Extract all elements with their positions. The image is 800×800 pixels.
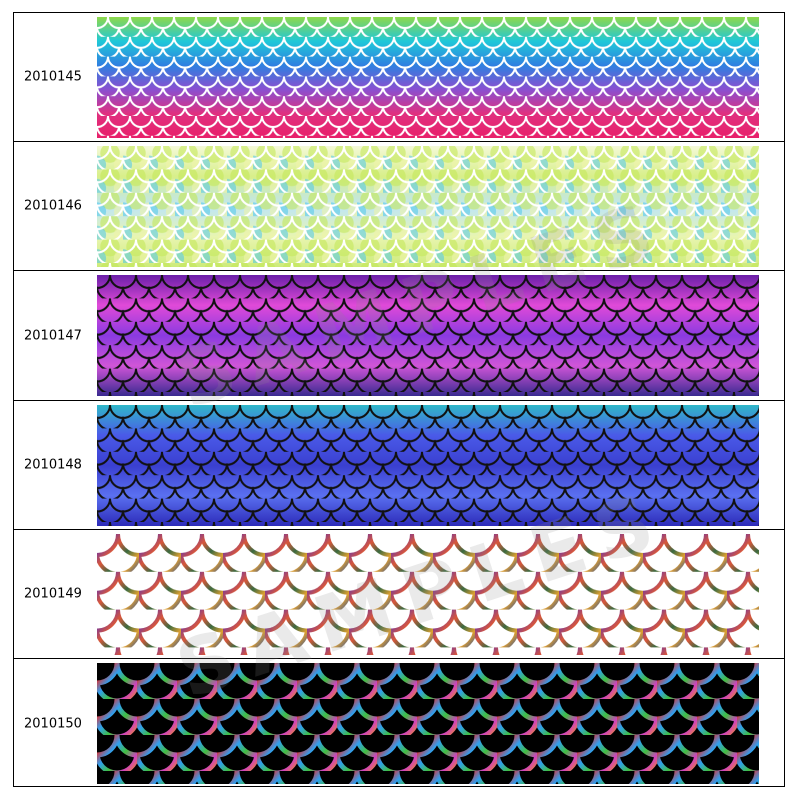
swatch-row: 2010148 [14, 401, 784, 530]
swatch-row: 2010146 [14, 142, 784, 271]
ribbon-swatch [97, 663, 759, 784]
product-code: 2010149 [24, 586, 82, 602]
scale-pattern [97, 275, 759, 396]
ribbon-swatch [97, 534, 759, 655]
product-code: 2010148 [24, 457, 82, 473]
ribbon-swatch [97, 17, 759, 138]
ribbon-swatch [97, 275, 759, 396]
product-code: 2010150 [24, 716, 82, 731]
scale-pattern [97, 17, 759, 138]
swatch-row: 2010145 [14, 13, 784, 142]
product-code: 2010145 [24, 69, 82, 85]
swatch-row: 2010147 [14, 271, 784, 401]
scale-pattern [97, 146, 759, 267]
swatch-row: 2010149 [14, 530, 784, 659]
scale-pattern [97, 405, 759, 526]
scale-pattern [97, 534, 759, 655]
swatch-table: 2010145 2010146 2010147 2010148 2010149 20101… [13, 12, 785, 787]
product-code: 2010147 [24, 328, 82, 343]
product-code: 2010146 [24, 198, 82, 214]
ribbon-swatch [97, 405, 759, 526]
ribbon-swatch [97, 146, 759, 267]
swatch-row: 2010150 [14, 659, 784, 788]
scale-pattern [97, 663, 759, 784]
